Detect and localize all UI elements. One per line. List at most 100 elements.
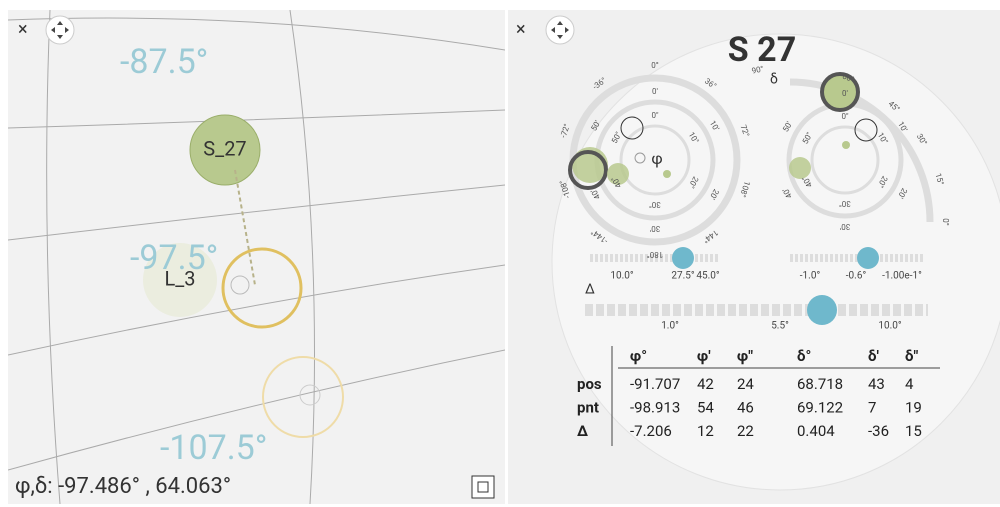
- faded-station[interactable]: [143, 243, 217, 317]
- dial-label: 60°: [841, 72, 855, 85]
- dial-label: 0": [651, 111, 658, 120]
- delta-degree-pointer: [820, 72, 860, 112]
- dial-label: -72°: [559, 123, 572, 139]
- phi-second-pointer: [634, 152, 646, 164]
- fullscreen-icon: [477, 481, 489, 493]
- dial-label: 0°: [651, 61, 658, 70]
- move-button[interactable]: [545, 15, 575, 45]
- slider-label: 10.0°: [610, 271, 633, 282]
- table-header: δ': [868, 347, 879, 365]
- left-panel: -87.5° -97.5° -107.5° S_27 L_3 × φ,δ: -9…: [8, 10, 505, 504]
- fullscreen-button[interactable]: [471, 475, 495, 499]
- delta-symbol: δ: [770, 72, 778, 88]
- table-header: φ': [697, 347, 711, 365]
- title: S 27: [728, 30, 796, 70]
- table-cell: 4: [905, 375, 914, 393]
- move-icon: [51, 21, 69, 39]
- table-header: φ°: [630, 347, 647, 365]
- step-symbol: Δ: [585, 282, 595, 298]
- phi-symbol: φ: [651, 149, 662, 168]
- dial-label: 0': [842, 89, 848, 98]
- latitude-label: -97.5°: [130, 238, 218, 278]
- table-header: φ": [737, 347, 753, 365]
- grid: [8, 10, 505, 504]
- dial-label: 40': [589, 187, 602, 200]
- slider-label: -1.0°: [800, 271, 821, 282]
- table-cell: -7.206: [630, 422, 672, 440]
- dial-label: 50': [589, 119, 602, 132]
- table-cell: 15: [905, 422, 922, 440]
- slider-label: 27.5°: [671, 271, 694, 282]
- table-cell: -91.707: [630, 375, 680, 393]
- dial-label: 180°: [647, 250, 663, 259]
- table-cell: 46: [737, 398, 754, 416]
- dial-label: 72°: [739, 124, 751, 138]
- table-header: δ°: [797, 347, 811, 365]
- delta-second-ring: [810, 125, 880, 195]
- table-cell: 43: [868, 375, 885, 393]
- delta-slider-thumb[interactable]: [857, 247, 879, 269]
- dial-label: 30": [839, 199, 851, 208]
- row-label: Δ: [577, 422, 588, 440]
- row-label: pnt: [577, 398, 599, 416]
- slider-label: -1.00e-1°: [882, 271, 922, 282]
- dial-label: 50': [781, 120, 794, 133]
- table-cell: 19: [905, 398, 922, 416]
- step-slider-thumb[interactable]: [807, 295, 837, 325]
- phi-second-ring: [619, 124, 691, 196]
- table-cell: 68.718: [797, 375, 843, 393]
- move-button[interactable]: [45, 15, 75, 45]
- table-cell: 0.404: [797, 422, 835, 440]
- slider-label: 1.0°: [661, 321, 679, 332]
- panel-disc: [551, 33, 1000, 491]
- row-label: pos: [577, 375, 602, 393]
- faded-station-label: L_3: [164, 266, 195, 290]
- coordinates-status: φ,δ: -97.486° , 64.063°: [15, 474, 231, 499]
- faded-center: [299, 384, 321, 406]
- dial-label: 90°: [751, 64, 765, 75]
- slider-label: 45.0°: [696, 271, 719, 282]
- table-cell: 69.122: [797, 398, 843, 416]
- close-button[interactable]: ×: [516, 19, 526, 40]
- station-label: S_27: [203, 136, 246, 160]
- table-cell: 24: [737, 375, 754, 393]
- table-cell: 22: [737, 422, 754, 440]
- table-cell: 7: [868, 398, 876, 416]
- slider-label: 10.0°: [878, 321, 901, 332]
- dial-label: 0°: [941, 218, 950, 225]
- dial-label: 15°: [933, 172, 945, 186]
- pointer-ring[interactable]: [221, 247, 303, 329]
- dial-label: 10': [708, 119, 721, 132]
- table-cell: 54: [697, 398, 714, 416]
- table-cell: 12: [697, 422, 714, 440]
- right-panel: × S 27 φ δ Δ 0°36°72°108°14: [508, 10, 1000, 504]
- dial-label: 0': [652, 87, 658, 96]
- panel-bg: [8, 10, 505, 504]
- latitude-label: -87.5°: [120, 42, 208, 82]
- close-button[interactable]: ×: [18, 19, 28, 40]
- dial-label: 30': [650, 224, 660, 233]
- table-cell: 42: [697, 375, 714, 393]
- selected-station[interactable]: [189, 114, 261, 186]
- slider-label: -0.6°: [846, 271, 867, 282]
- dial-label: 30": [649, 200, 661, 209]
- phi-slider-thumb[interactable]: [672, 247, 694, 269]
- delta-minute-pointer: [854, 118, 878, 142]
- faded-ring: [262, 356, 344, 438]
- dial-label: 0": [841, 112, 848, 121]
- phi-second-marker: [663, 170, 671, 178]
- slider-label: 5.5°: [771, 321, 789, 332]
- move-icon: [551, 21, 569, 39]
- delta-degree-marker: [823, 75, 857, 109]
- dial-label: 40': [781, 186, 794, 199]
- dial-label: 20': [896, 186, 909, 199]
- phi-minute-marker: [607, 163, 629, 185]
- pointer-center: [230, 275, 250, 295]
- phi-degree-pointer: [568, 150, 608, 190]
- table-cell: -36: [868, 422, 889, 440]
- dial-label: 10': [896, 120, 909, 133]
- link: [234, 169, 256, 286]
- dial-label: 20': [708, 187, 721, 200]
- latitude-label: -107.5°: [160, 428, 268, 468]
